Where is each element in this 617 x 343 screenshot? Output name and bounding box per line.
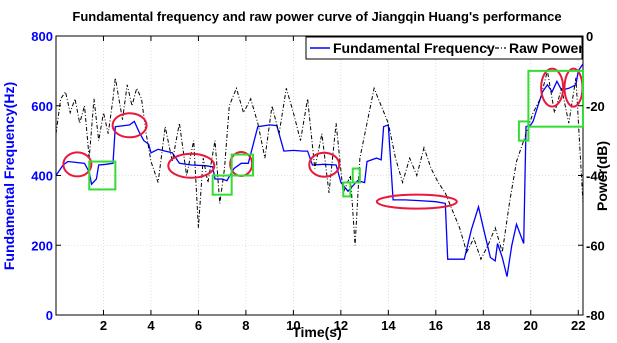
y-tick-label: 600 bbox=[31, 99, 53, 114]
x-tick-label: 20 bbox=[524, 318, 538, 333]
legend-box bbox=[305, 36, 583, 60]
x-tick-label: 6 bbox=[195, 318, 202, 333]
y2-tick-label: -60 bbox=[586, 238, 605, 253]
y2-axis-label: Power(dB) bbox=[594, 141, 610, 211]
power-line bbox=[55, 70, 584, 261]
y2-tick-label: -40 bbox=[586, 169, 605, 184]
series-layer bbox=[55, 63, 584, 277]
transition-box bbox=[230, 153, 255, 177]
transition-box bbox=[351, 167, 361, 184]
chart-title: Fundamental frequency and raw power curv… bbox=[72, 9, 561, 24]
x-tick-label: 16 bbox=[429, 318, 443, 333]
vibrato-ellipse bbox=[167, 152, 216, 179]
x-tick-label: 8 bbox=[242, 318, 249, 333]
vibrato-ellipse bbox=[540, 67, 565, 108]
legend-label-frequency: Fundamental Frequency bbox=[333, 40, 495, 56]
vibrato-ellipse bbox=[111, 112, 148, 139]
grid-lines bbox=[56, 36, 583, 315]
transition-box bbox=[342, 181, 352, 198]
y2-tick-label: 0 bbox=[586, 29, 593, 44]
transition-box bbox=[527, 69, 584, 128]
x-tick-label: 2 bbox=[100, 318, 107, 333]
y-tick-label: 200 bbox=[31, 238, 53, 253]
y2-tick-label: -80 bbox=[586, 308, 605, 323]
y-axis-label: Fundamental Frequency(Hz) bbox=[1, 82, 17, 270]
vibrato-ellipse bbox=[308, 151, 341, 178]
frequency-line bbox=[55, 63, 584, 277]
x-tick-label: 22 bbox=[571, 318, 585, 333]
annotation-layer bbox=[62, 67, 584, 210]
x-tick-label: 12 bbox=[334, 318, 348, 333]
y-tick-label: 0 bbox=[46, 308, 53, 323]
x-axis-label: Time(s) bbox=[292, 324, 342, 340]
y-tick-label: 400 bbox=[31, 169, 53, 184]
legend: Fundamental Frequency Raw Power bbox=[305, 36, 584, 60]
transition-box bbox=[211, 174, 233, 196]
vibrato-ellipse bbox=[62, 151, 93, 178]
legend-label-power: Raw Power bbox=[509, 40, 584, 56]
tick-layer: 2 4 6 8 10 12 14 16 18 20 22 0 200 400 600 800 -80 -60 -40… bbox=[31, 29, 605, 333]
y-tick-label: 800 bbox=[31, 29, 53, 44]
x-tick-label: 18 bbox=[476, 318, 490, 333]
y2-tick-label: -20 bbox=[586, 99, 605, 114]
transition-box bbox=[517, 120, 530, 142]
x-tick-label: 10 bbox=[286, 318, 300, 333]
vibrato-ellipse bbox=[375, 193, 458, 210]
x-tick-label: 14 bbox=[381, 318, 396, 333]
transition-box bbox=[88, 160, 117, 191]
x-tick-label: 4 bbox=[147, 318, 155, 333]
